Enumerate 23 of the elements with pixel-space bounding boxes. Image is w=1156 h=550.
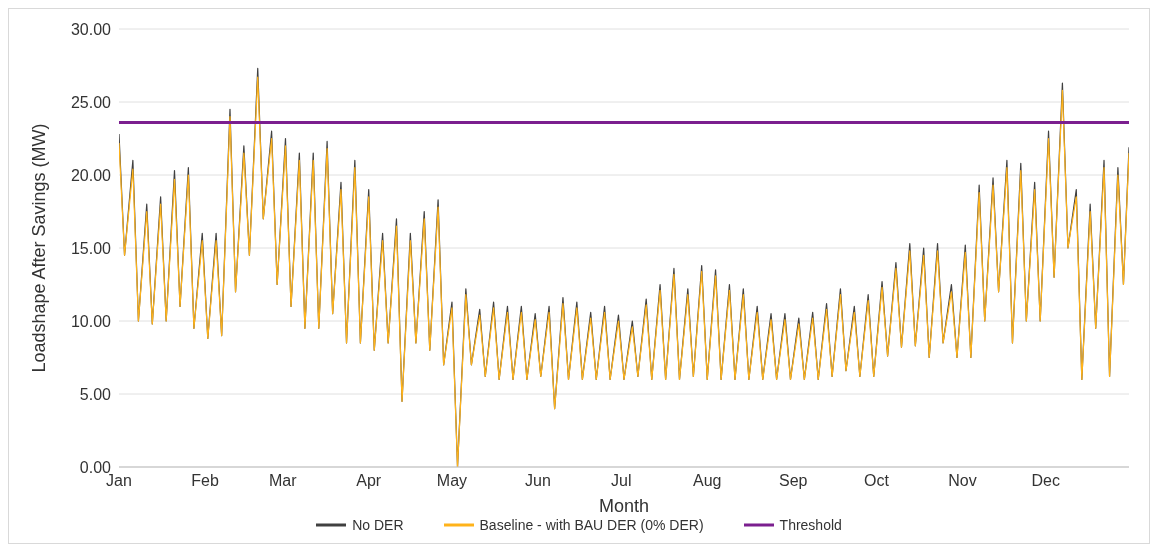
x-tick-label: Oct bbox=[864, 472, 890, 490]
y-axis-title: Loadshape After Savings (MW) bbox=[29, 123, 50, 373]
x-tick-label: Jan bbox=[106, 472, 132, 490]
x-tick-label: Nov bbox=[948, 472, 977, 490]
x-tick-label: Sep bbox=[779, 472, 808, 490]
x-tick-label: Dec bbox=[1031, 472, 1060, 490]
legend-label: Threshold bbox=[779, 517, 842, 533]
y-tick-label: 10.00 bbox=[70, 312, 112, 330]
y-tick-label: 20.00 bbox=[70, 166, 112, 184]
legend-label: No DER bbox=[352, 517, 404, 533]
y-tick-label: 15.00 bbox=[70, 239, 112, 257]
x-axis-title: Month bbox=[598, 496, 650, 516]
y-tick-label: 30.00 bbox=[70, 20, 112, 38]
x-tick-label: Jun bbox=[525, 472, 551, 490]
y-tick-label: 5.00 bbox=[79, 385, 112, 403]
x-tick-label: Feb bbox=[191, 472, 219, 490]
x-tick-label: May bbox=[436, 472, 468, 490]
y-tick-label: 25.00 bbox=[70, 93, 112, 111]
x-tick-label: Aug bbox=[693, 472, 722, 490]
x-tick-label: Mar bbox=[268, 472, 298, 490]
legend-label: Baseline - with BAU DER (0% DER) bbox=[479, 517, 704, 533]
x-tick-label: Jul bbox=[611, 472, 632, 490]
x-tick-label: Apr bbox=[356, 472, 382, 490]
